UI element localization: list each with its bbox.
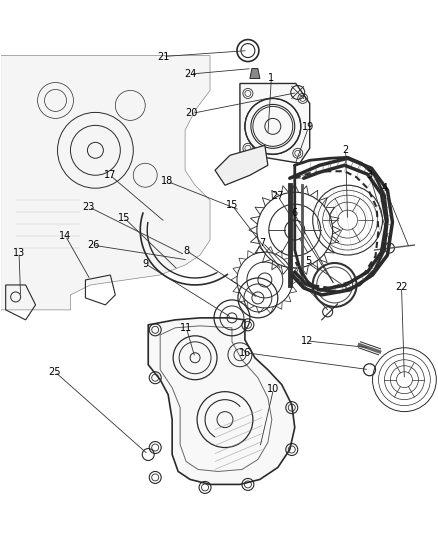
Polygon shape	[1, 55, 210, 310]
Polygon shape	[240, 84, 310, 163]
Text: 18: 18	[161, 176, 173, 187]
Text: 10: 10	[268, 384, 280, 394]
Text: 22: 22	[395, 282, 408, 292]
Text: 13: 13	[13, 248, 25, 258]
Text: 2: 2	[343, 144, 349, 155]
Text: 16: 16	[239, 348, 251, 358]
Text: 11: 11	[180, 322, 192, 333]
Text: 15: 15	[226, 200, 238, 211]
Text: 4: 4	[382, 183, 388, 193]
Polygon shape	[215, 146, 268, 185]
Text: 6: 6	[291, 208, 297, 219]
Text: 9: 9	[143, 259, 149, 269]
Text: 3: 3	[367, 170, 373, 180]
Text: 1: 1	[268, 73, 275, 83]
Text: 8: 8	[183, 246, 189, 255]
Text: 12: 12	[301, 336, 313, 346]
Text: 20: 20	[186, 108, 198, 118]
Text: 5: 5	[305, 256, 311, 266]
Text: 24: 24	[184, 69, 197, 79]
Text: 26: 26	[87, 240, 99, 250]
Text: 25: 25	[49, 367, 61, 377]
Polygon shape	[148, 318, 295, 484]
Text: 15: 15	[118, 213, 130, 223]
Text: 7: 7	[260, 238, 266, 247]
Text: 14: 14	[59, 231, 71, 241]
Text: 27: 27	[272, 191, 284, 201]
Polygon shape	[250, 69, 260, 78]
Text: 17: 17	[104, 170, 116, 180]
Text: 21: 21	[157, 52, 170, 61]
Text: 19: 19	[302, 122, 314, 132]
Text: 23: 23	[83, 202, 95, 212]
